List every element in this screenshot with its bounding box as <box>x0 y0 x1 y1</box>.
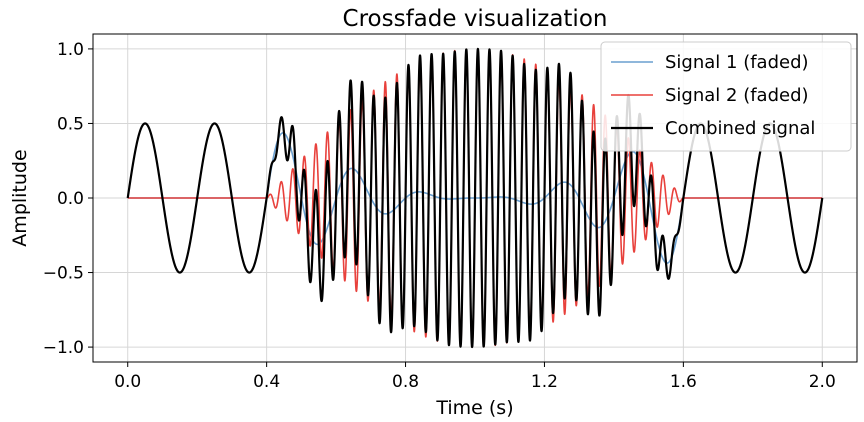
x-tick-label: 0.0 <box>114 372 141 392</box>
y-tick-label: −1.0 <box>43 338 84 358</box>
x-tick-label: 1.2 <box>531 372 558 392</box>
y-tick-label: −0.5 <box>43 264 84 284</box>
x-tick-label: 0.4 <box>253 372 280 392</box>
y-tick-label: 1.0 <box>57 40 84 60</box>
legend-label: Signal 1 (faded) <box>665 52 809 73</box>
chart-title: Crossfade visualization <box>343 6 608 32</box>
legend-label: Combined signal <box>665 118 815 139</box>
x-tick-label: 0.8 <box>392 372 419 392</box>
legend: Signal 1 (faded) Signal 2 (faded) Combined… <box>600 41 852 152</box>
legend-box <box>600 41 852 152</box>
x-tick-label: 1.6 <box>670 372 697 392</box>
y-tick-label: 0.0 <box>57 189 84 209</box>
axis-ticks: 0.0 0.4 0.8 1.2 1.6 2.0 1.0 0.5 0.0 −0.5 −1.0 <box>43 40 836 392</box>
legend-label: Signal 2 (faded) <box>665 85 809 106</box>
x-tick-label: 2.0 <box>809 372 836 392</box>
y-axis-label: Amplitude <box>9 149 31 246</box>
x-axis-label: Time (s) <box>435 397 513 419</box>
y-tick-label: 0.5 <box>57 114 84 134</box>
